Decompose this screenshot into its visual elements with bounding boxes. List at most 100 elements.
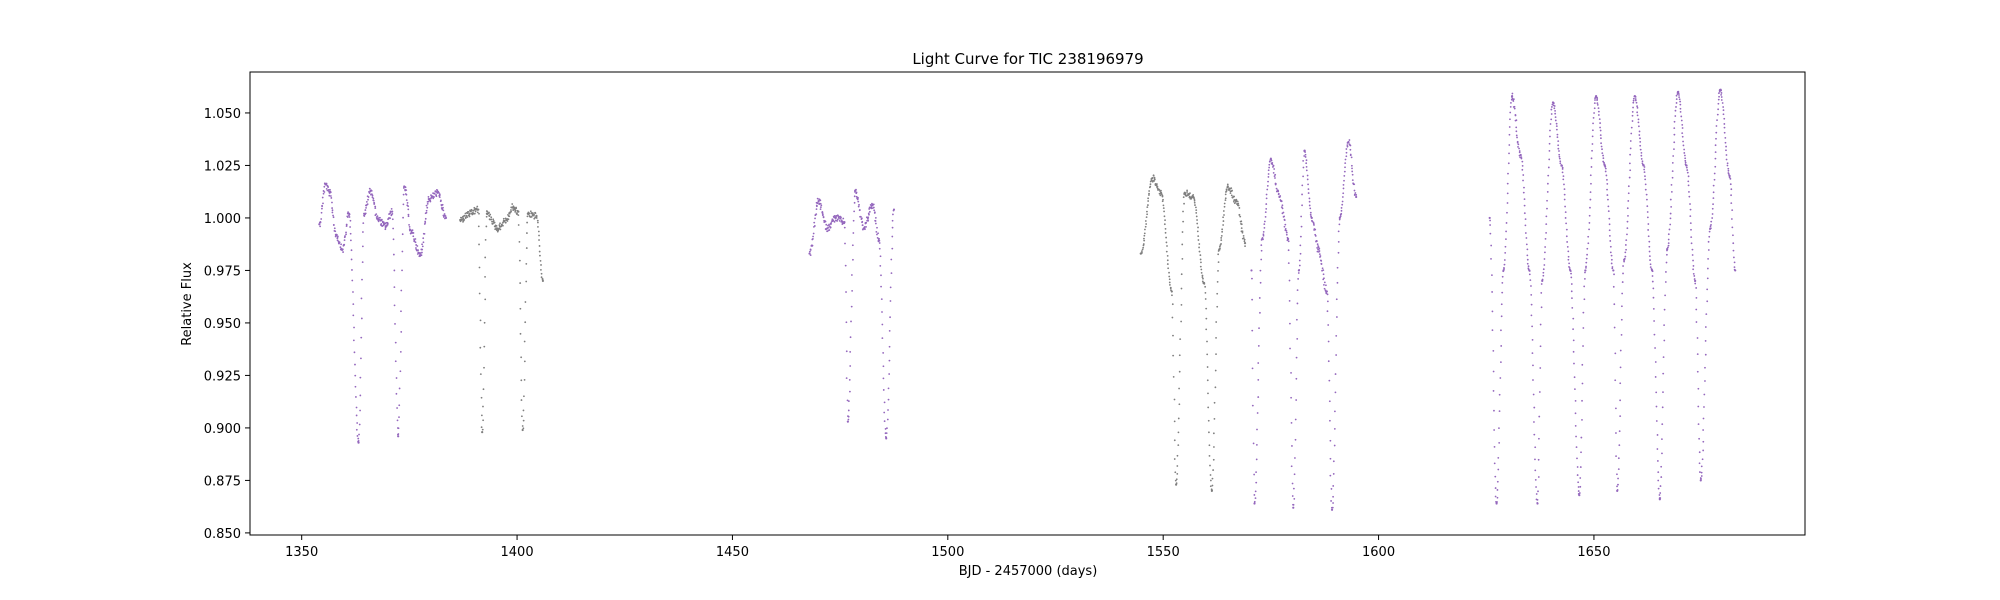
- data-point: [386, 222, 389, 225]
- data-point: [538, 234, 540, 237]
- data-point: [1168, 271, 1170, 274]
- data-point: [1720, 94, 1722, 96]
- data-point: [1703, 393, 1706, 396]
- data-point: [323, 185, 326, 188]
- data-point: [1332, 495, 1334, 498]
- data-point: [1733, 268, 1736, 271]
- data-point: [1174, 479, 1177, 482]
- data-point: [362, 222, 365, 225]
- data-point: [399, 351, 402, 353]
- data-point: [1263, 223, 1266, 226]
- data-point: [1615, 455, 1617, 458]
- data-point: [1722, 113, 1725, 116]
- data-point: [352, 339, 355, 342]
- data-point: [1354, 192, 1357, 194]
- data-point: [1725, 145, 1727, 148]
- data-point: [1725, 154, 1728, 156]
- data-point: [1562, 178, 1565, 181]
- data-point: [493, 221, 496, 224]
- data-point: [1288, 279, 1291, 282]
- data-point: [1300, 215, 1303, 218]
- data-point: [1607, 210, 1610, 213]
- data-point: [836, 218, 839, 221]
- data-point: [1212, 432, 1215, 435]
- data-point: [399, 370, 402, 373]
- data-point: [1657, 471, 1660, 474]
- data-point: [1544, 237, 1547, 240]
- data-point: [1724, 136, 1727, 139]
- data-point: [1556, 133, 1559, 136]
- data-point: [350, 258, 353, 261]
- data-point: [858, 209, 861, 211]
- data-point: [522, 409, 525, 412]
- data-point: [1586, 247, 1589, 250]
- data-point: [540, 268, 542, 271]
- data-point: [1599, 129, 1602, 132]
- data-point: [1545, 223, 1548, 226]
- data-point: [463, 218, 466, 221]
- data-point: [444, 217, 446, 220]
- data-point: [1682, 140, 1684, 143]
- data-point: [860, 217, 863, 220]
- data-point: [1581, 363, 1584, 366]
- data-point: [1654, 347, 1656, 349]
- data-point: [1334, 410, 1336, 413]
- data-point: [1542, 274, 1545, 277]
- data-point: [408, 224, 410, 226]
- data-point: [421, 251, 423, 254]
- data-point: [1222, 224, 1225, 226]
- data-point: [506, 220, 509, 222]
- data-point: [1236, 200, 1239, 203]
- data-point: [1141, 248, 1144, 251]
- data-point: [1215, 321, 1218, 323]
- data-point: [1671, 161, 1674, 164]
- data-point: [809, 249, 812, 251]
- data-point: [348, 213, 351, 216]
- data-point: [524, 321, 527, 324]
- data-point: [1638, 130, 1641, 133]
- data-point: [488, 215, 491, 218]
- data-point: [1166, 254, 1169, 257]
- data-point: [1718, 95, 1720, 98]
- data-point: [1259, 281, 1262, 284]
- data-point: [1712, 184, 1715, 187]
- data-point: [1528, 273, 1531, 276]
- data-point: [1665, 261, 1668, 264]
- data-point: [1723, 131, 1726, 134]
- data-point: [354, 374, 357, 377]
- data-point: [1715, 125, 1718, 127]
- data-point: [1704, 366, 1706, 369]
- data-point: [875, 230, 878, 233]
- data-point: [1537, 458, 1540, 461]
- data-point: [371, 194, 374, 197]
- data-point: [438, 194, 441, 197]
- data-point: [1338, 223, 1341, 226]
- data-point: [1599, 134, 1602, 137]
- data-point: [1322, 269, 1325, 272]
- data-point: [1619, 399, 1622, 402]
- data-point: [1302, 166, 1305, 169]
- data-point: [329, 191, 332, 193]
- data-point: [518, 240, 521, 243]
- data-point: [1558, 150, 1560, 152]
- data-point: [321, 196, 324, 199]
- data-point: [879, 265, 882, 267]
- data-point: [1501, 275, 1504, 278]
- data-point: [400, 310, 402, 313]
- data-point: [1614, 379, 1617, 382]
- data-point: [850, 320, 852, 323]
- data-point: [857, 200, 860, 203]
- data-point: [1708, 235, 1711, 238]
- data-point: [1591, 129, 1594, 132]
- data-point: [521, 428, 524, 432]
- data-point: [1660, 476, 1663, 478]
- data-point: [1612, 269, 1615, 272]
- data-point: [1702, 449, 1705, 452]
- data-point: [1143, 232, 1146, 235]
- data-point: [1244, 245, 1246, 248]
- data-point: [888, 373, 891, 375]
- data-point: [1162, 204, 1165, 207]
- data-point: [1532, 379, 1534, 381]
- data-point: [336, 236, 339, 239]
- data-point: [1608, 229, 1611, 232]
